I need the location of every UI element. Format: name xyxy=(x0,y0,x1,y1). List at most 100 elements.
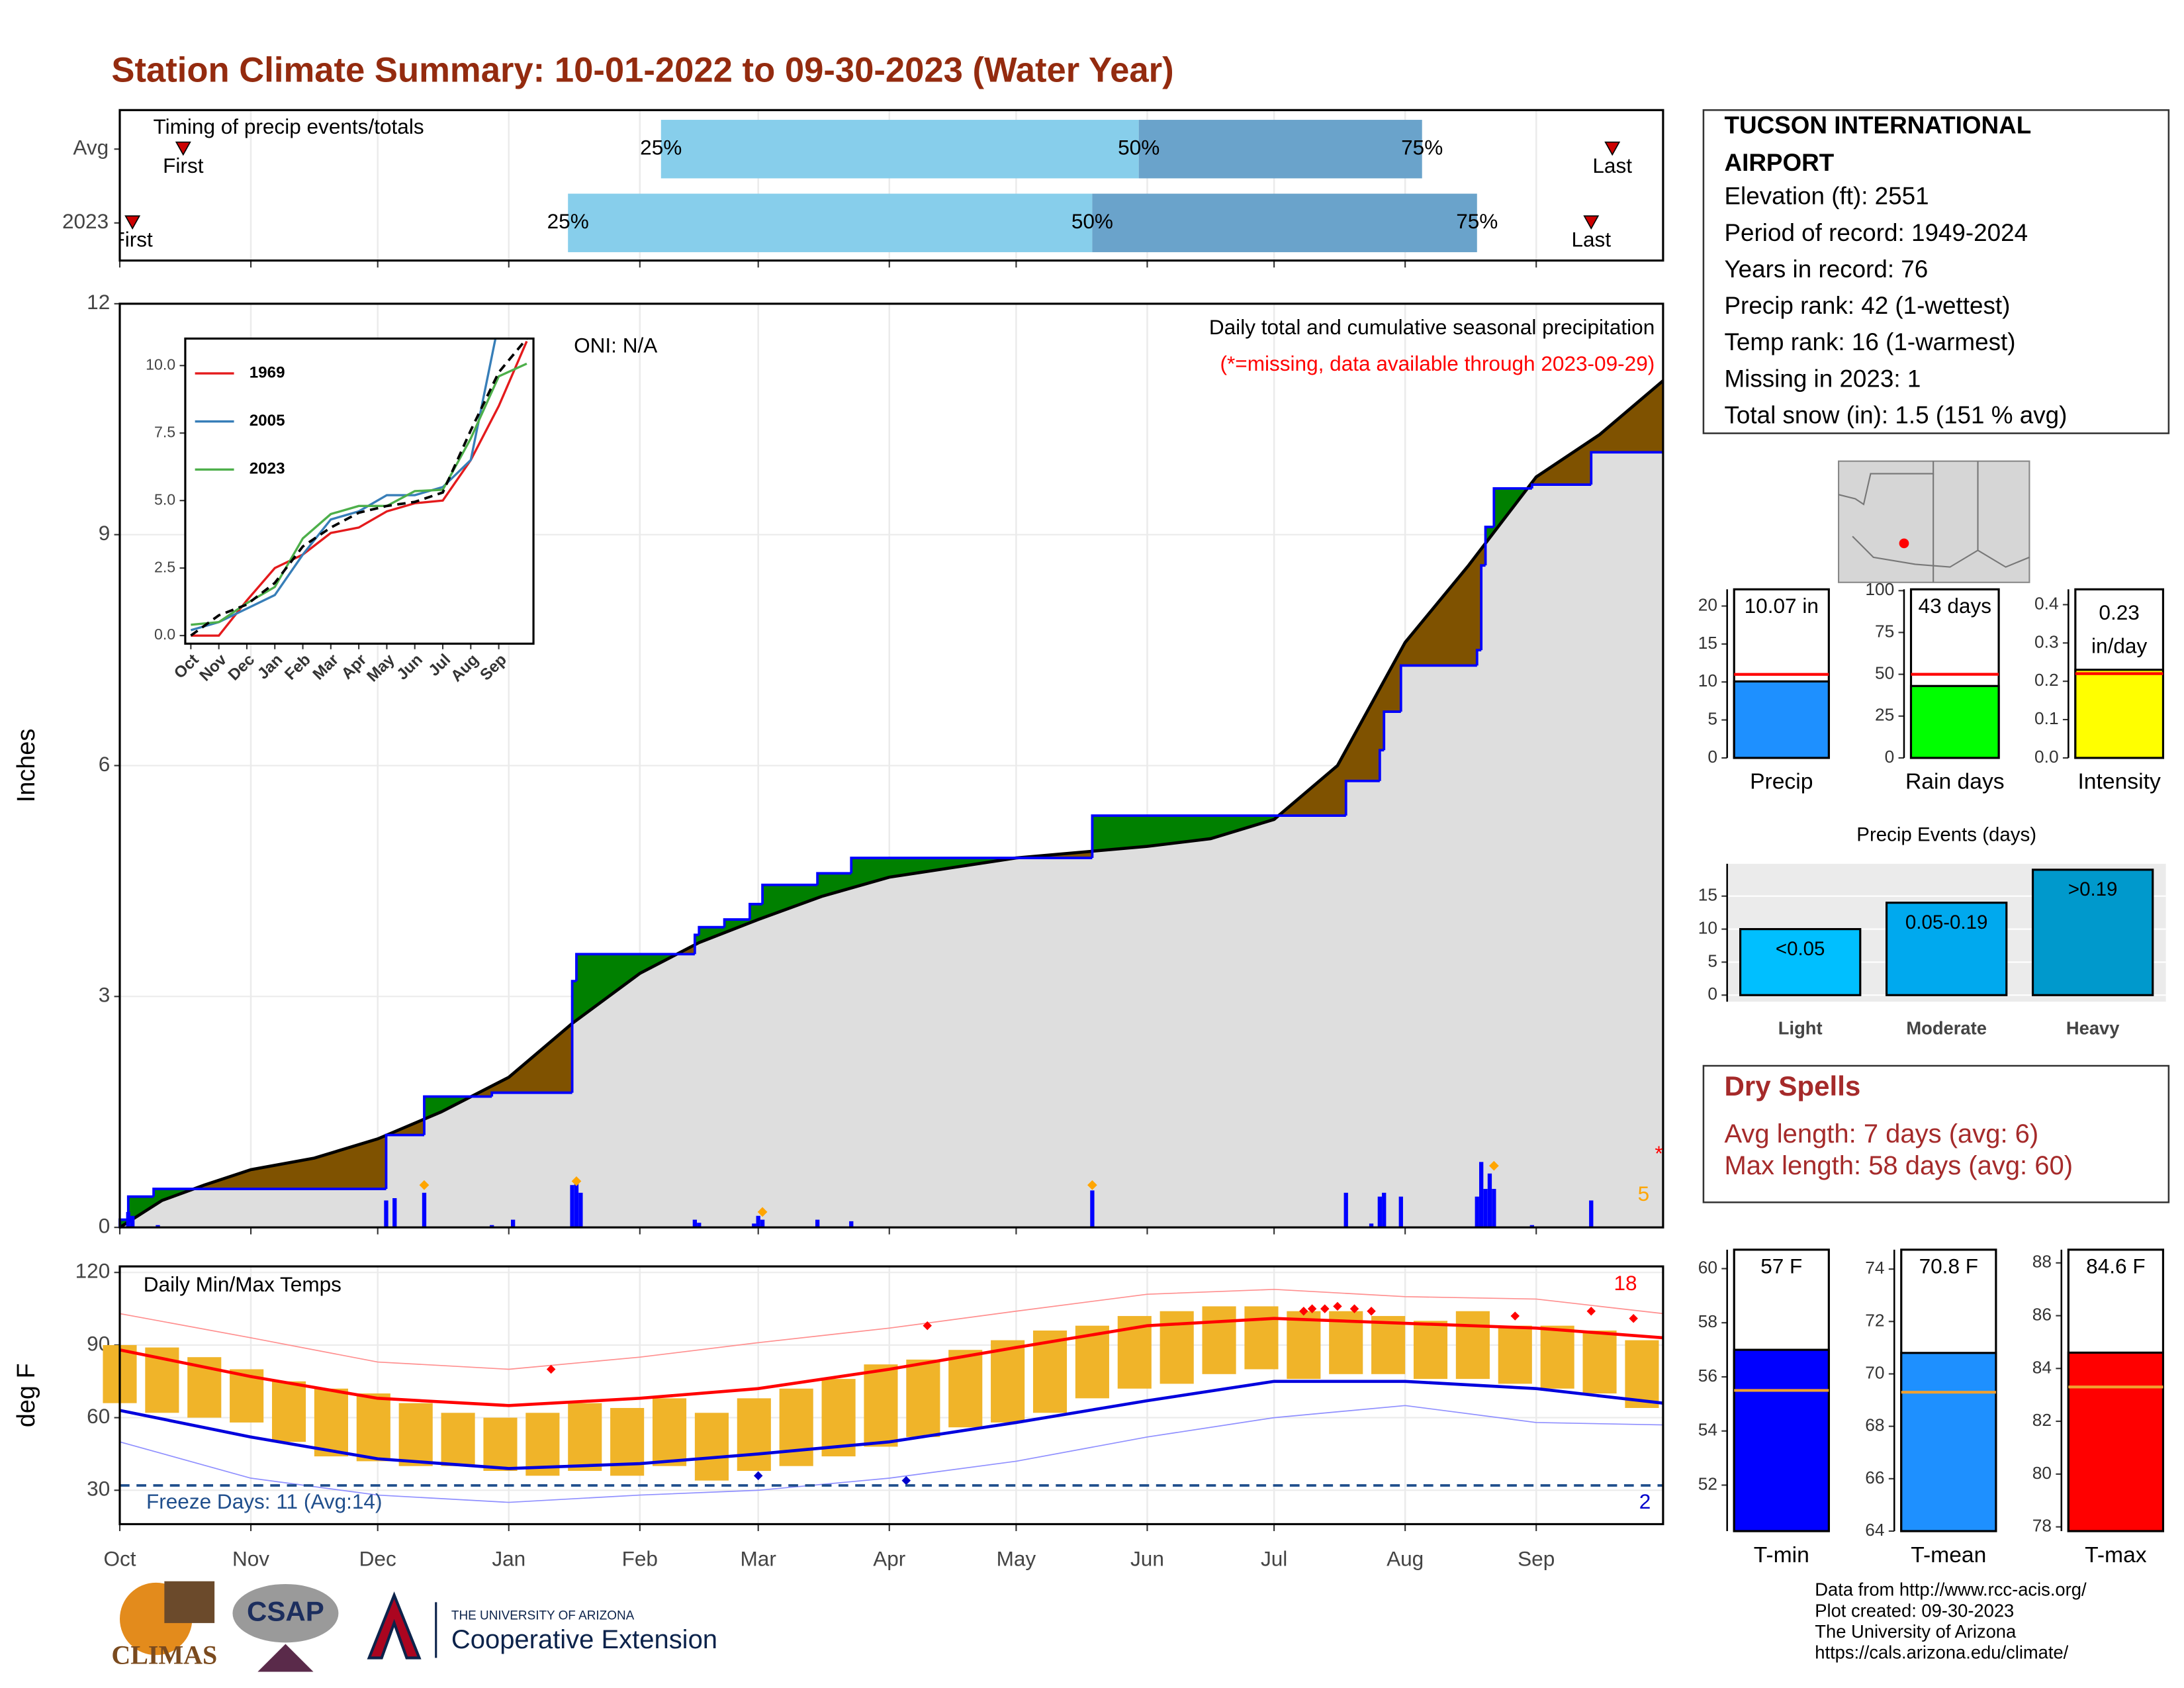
cumulative-step xyxy=(1484,526,1494,566)
y-tick-label: 10 xyxy=(1698,918,1717,938)
y-tick-label: 6 xyxy=(99,752,111,776)
quartile-bar xyxy=(1092,193,1477,252)
daily-bar xyxy=(756,1215,760,1228)
x-tick-label: Feb xyxy=(622,1547,658,1571)
x-tick-label: Sep xyxy=(1518,1547,1555,1571)
y-tick-label: 50 xyxy=(1875,663,1894,683)
x-tick-label: Jul xyxy=(1261,1547,1287,1571)
cumulative-step xyxy=(816,872,852,885)
cumulative-step xyxy=(1590,451,1663,485)
panel-subtitle: (*=missing, data available through 2023-… xyxy=(1220,352,1655,375)
quartile-label: 50% xyxy=(1071,209,1113,233)
cumulative-step xyxy=(723,918,750,927)
y-tick-label: 75 xyxy=(1875,621,1894,641)
daily-range xyxy=(906,1359,940,1437)
cumulative-step xyxy=(1480,564,1486,651)
high-count: 18 xyxy=(1614,1271,1637,1295)
value-label: 84.6 F xyxy=(2086,1254,2145,1278)
quartile-label: 75% xyxy=(1401,136,1443,160)
dry-spells-title: Dry Spells xyxy=(1724,1070,1860,1102)
cumulative-step xyxy=(698,925,725,935)
common-area xyxy=(119,452,1663,1228)
y-tick-label: 2.5 xyxy=(154,558,175,575)
station-info: Temp rank: 16 (1-warmest) xyxy=(1724,328,2015,355)
x-tick-label: Aug xyxy=(1387,1547,1424,1571)
station-dot xyxy=(1899,538,1909,549)
plot-frame xyxy=(118,109,1664,262)
panel-title: Precip Events (days) xyxy=(1856,824,2036,846)
x-tick-label: May xyxy=(997,1547,1036,1571)
daily-bar xyxy=(760,1219,765,1228)
cumulative-step xyxy=(1399,664,1477,712)
station-name: AIRPORT xyxy=(1724,149,1834,176)
daily-range xyxy=(737,1398,771,1472)
logo-text: Cooperative Extension xyxy=(451,1625,717,1654)
timing-marker xyxy=(124,215,141,230)
daily-range xyxy=(1244,1306,1279,1370)
x-tick-label: Heavy xyxy=(2066,1018,2120,1039)
daily-bar xyxy=(1090,1190,1095,1228)
bin-label: 0.05-0.19 xyxy=(1905,912,1987,933)
bin-label: <0.05 xyxy=(1776,938,1825,960)
timing-marker xyxy=(1604,141,1621,156)
daily-range xyxy=(483,1417,518,1472)
x-tick-label: Oct xyxy=(103,1547,136,1571)
daily-bar xyxy=(1475,1196,1479,1228)
quartile-label: 50% xyxy=(1118,136,1160,160)
y-tick-label: 54 xyxy=(1698,1420,1717,1440)
missing-label: * xyxy=(1655,1141,1662,1165)
y-tick-label: 88 xyxy=(2032,1252,2052,1272)
csap-cloud xyxy=(232,1583,339,1643)
daily-range xyxy=(356,1393,390,1462)
daily-range xyxy=(694,1413,729,1481)
record-min-line xyxy=(119,1405,1663,1503)
bar xyxy=(1733,1348,1830,1532)
daily-bar xyxy=(126,1211,130,1228)
y-tick-label: 0.3 xyxy=(2034,632,2059,651)
cumulative-step xyxy=(423,1095,492,1135)
cumulative-step xyxy=(1344,779,1380,816)
daily-bar xyxy=(570,1185,574,1228)
daily-bar xyxy=(1369,1223,1374,1228)
daily-bar xyxy=(1479,1162,1484,1228)
timing-label: Last xyxy=(1571,227,1611,251)
bar xyxy=(2067,1351,2165,1532)
quartile-bar xyxy=(568,193,1093,252)
daily-bar xyxy=(1483,1189,1488,1228)
cumulative-step xyxy=(1492,487,1532,528)
footer-line: The University of Arizona xyxy=(1815,1621,2017,1642)
daily-range xyxy=(948,1350,983,1428)
plot-frame xyxy=(184,337,535,645)
value-label: 10.07 in xyxy=(1745,594,1819,618)
x-tick-label: Moderate xyxy=(1906,1018,1987,1039)
y-tick-label: 78 xyxy=(2032,1516,2052,1536)
plot-frame xyxy=(118,1265,1664,1526)
station-info: Period of record: 1949-2024 xyxy=(1724,219,2028,246)
daily-range xyxy=(1371,1316,1406,1374)
daily-bar xyxy=(849,1221,854,1228)
cumulative-step xyxy=(1475,649,1482,666)
average-line xyxy=(118,379,1664,1229)
panel-title: Daily total and cumulative seasonal prec… xyxy=(1209,315,1655,339)
timing-label: First xyxy=(112,227,153,251)
cumulative-step xyxy=(749,902,763,920)
x-tick-label: Apr xyxy=(873,1547,905,1571)
y-tick-label: 0 xyxy=(1707,984,1717,1004)
daily-range xyxy=(271,1381,306,1442)
daily-range xyxy=(568,1403,602,1472)
logo-text: CLIMAS xyxy=(111,1640,217,1670)
station-info: Missing in 2023: 1 xyxy=(1724,365,1921,392)
daily-range xyxy=(864,1364,898,1447)
bar xyxy=(1733,680,1830,759)
y-tick-label: 5 xyxy=(1707,709,1717,729)
y-axis-label: Inches xyxy=(13,729,40,803)
daily-bar xyxy=(1343,1192,1348,1228)
normal-max-line xyxy=(119,1317,1664,1407)
daily-bar xyxy=(574,1181,579,1228)
y-tick-label: 0 xyxy=(1707,747,1717,767)
y-tick-label: 12 xyxy=(87,290,110,314)
record-highs xyxy=(546,1364,556,1374)
station-name: TUCSON INTERNATIONAL xyxy=(1724,111,2031,138)
y-tick-label: 0.4 xyxy=(2034,593,2059,613)
